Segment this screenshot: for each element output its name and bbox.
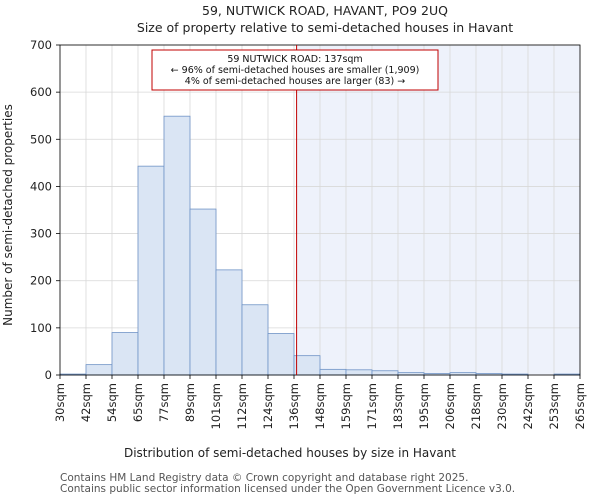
bar-136sqm <box>293 355 321 376</box>
bar-159sqm <box>345 369 373 376</box>
x-tick-label: 89sqm <box>183 383 197 422</box>
y-tick-label: 300 <box>30 227 52 241</box>
x-tick-label: 101sqm <box>209 383 223 429</box>
bar-148sqm <box>319 368 347 376</box>
x-tick-label: 124sqm <box>261 383 275 429</box>
x-tick-label: 242sqm <box>521 383 535 429</box>
bar-124sqm <box>267 333 295 376</box>
y-tick-label: 600 <box>30 85 52 99</box>
y-axis-ticks: 0 100 200 300 400 500 600 700 <box>30 38 60 382</box>
x-tick-label: 159sqm <box>339 383 353 429</box>
x-tick-label: 136sqm <box>287 383 301 429</box>
x-tick-label: 42sqm <box>79 383 93 422</box>
footer: Contains HM Land Registry data © Crown c… <box>60 473 515 495</box>
y-tick-label: 700 <box>30 38 52 52</box>
y-tick-label: 100 <box>30 321 52 335</box>
x-tick-label: 230sqm <box>495 383 509 429</box>
bar-171sqm <box>371 370 399 376</box>
chart: 59, NUTWICK ROAD, HAVANT, PO9 2UQ Size o… <box>1 3 587 460</box>
x-axis-label: Distribution of semi-detached houses by … <box>124 446 456 460</box>
x-tick-label: 65sqm <box>131 383 145 422</box>
annotation-box: 59 NUTWICK ROAD: 137sqm ← 96% of semi-de… <box>151 49 439 91</box>
x-tick-label: 148sqm <box>313 383 327 429</box>
x-axis-ticks: 30sqm 42sqm 54sqm 65sqm 77sqm 89sqm 101sqm 112s… <box>53 375 587 429</box>
x-tick-label: 265sqm <box>573 383 587 429</box>
chart-subtitle: Size of property relative to semi-detach… <box>137 20 513 35</box>
x-tick-label: 77sqm <box>157 383 171 422</box>
x-tick-label: 54sqm <box>105 383 119 422</box>
bar-101sqm <box>215 269 243 376</box>
x-tick-label: 253sqm <box>547 383 561 429</box>
x-tick-label: 30sqm <box>53 383 67 422</box>
y-tick-label: 200 <box>30 274 52 288</box>
y-tick-label: 400 <box>30 179 52 193</box>
x-tick-label: 183sqm <box>391 383 405 429</box>
bar-54sqm <box>111 332 139 376</box>
x-tick-label: 112sqm <box>235 383 249 429</box>
x-tick-label: 195sqm <box>417 383 431 429</box>
x-tick-label: 206sqm <box>443 383 457 429</box>
bar-42sqm <box>85 364 113 376</box>
chart-title: 59, NUTWICK ROAD, HAVANT, PO9 2UQ <box>202 3 448 18</box>
annotation-line-2: ← 96% of semi-detached houses are smalle… <box>171 65 420 76</box>
y-tick-label: 500 <box>30 132 52 146</box>
bar-65sqm <box>137 165 165 376</box>
footer-line-2: Contains public sector information licen… <box>60 483 516 495</box>
x-tick-label: 218sqm <box>469 383 483 429</box>
footer-line-1: Contains HM Land Registry data © Crown c… <box>60 472 469 484</box>
annotation-line-3: 4% of semi-detached houses are larger (8… <box>185 76 405 87</box>
annotation-frame <box>151 49 439 91</box>
y-axis-label: Number of semi-detached properties <box>1 104 15 326</box>
bar-112sqm <box>241 304 269 376</box>
annotation-line-1: 59 NUTWICK ROAD: 137sqm <box>227 54 362 65</box>
highlight-region <box>296 45 580 375</box>
y-tick-label: 0 <box>45 368 52 382</box>
x-tick-label: 171sqm <box>365 383 379 429</box>
bar-77sqm <box>163 115 191 376</box>
bar-89sqm <box>189 208 217 376</box>
bars <box>59 115 581 376</box>
